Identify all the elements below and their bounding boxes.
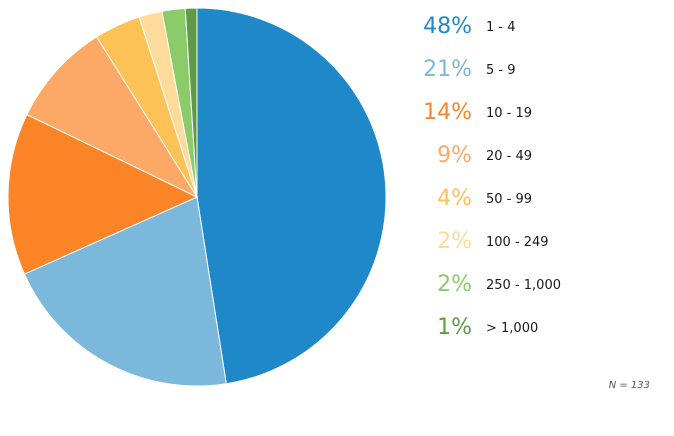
- legend-percent-6: 2%: [437, 229, 472, 254]
- legend-percent-3: 14%: [423, 100, 472, 125]
- legend-label-3: 10 - 19: [486, 106, 532, 121]
- legend-label-4: 20 - 49: [486, 149, 532, 164]
- legend-label-5: 50 - 99: [486, 192, 532, 207]
- legend-percent-1: 48%: [423, 14, 472, 39]
- pie-slice-8: [184, 7, 198, 198]
- legend-label-1: 1 - 4: [486, 20, 516, 35]
- legend-percent-8: 1%: [437, 315, 472, 340]
- pie-slice-2: [23, 196, 227, 387]
- pie-slice-1: [196, 7, 387, 385]
- pie-slices: [7, 7, 387, 387]
- legend-percent-2: 21%: [423, 57, 472, 82]
- legend-percent-4: 9%: [437, 143, 472, 168]
- legend-label-2: 5 - 9: [486, 63, 516, 78]
- legend-percent-7: 2%: [437, 272, 472, 297]
- pie-slice-3: [7, 113, 199, 275]
- sample-size-note: N = 133: [609, 380, 650, 391]
- pie-slice-4: [26, 36, 199, 199]
- legend: 48% 1 - 4 21% 5 - 9 14% 10 - 19 9% 20 - 49 4% 50 …: [423, 14, 561, 340]
- legend-label-7: 250 - 1,000: [486, 278, 561, 293]
- legend-percent-5: 4%: [437, 186, 472, 211]
- legend-label-8: > 1,000: [486, 321, 538, 336]
- legend-label-6: 100 - 249: [486, 235, 549, 250]
